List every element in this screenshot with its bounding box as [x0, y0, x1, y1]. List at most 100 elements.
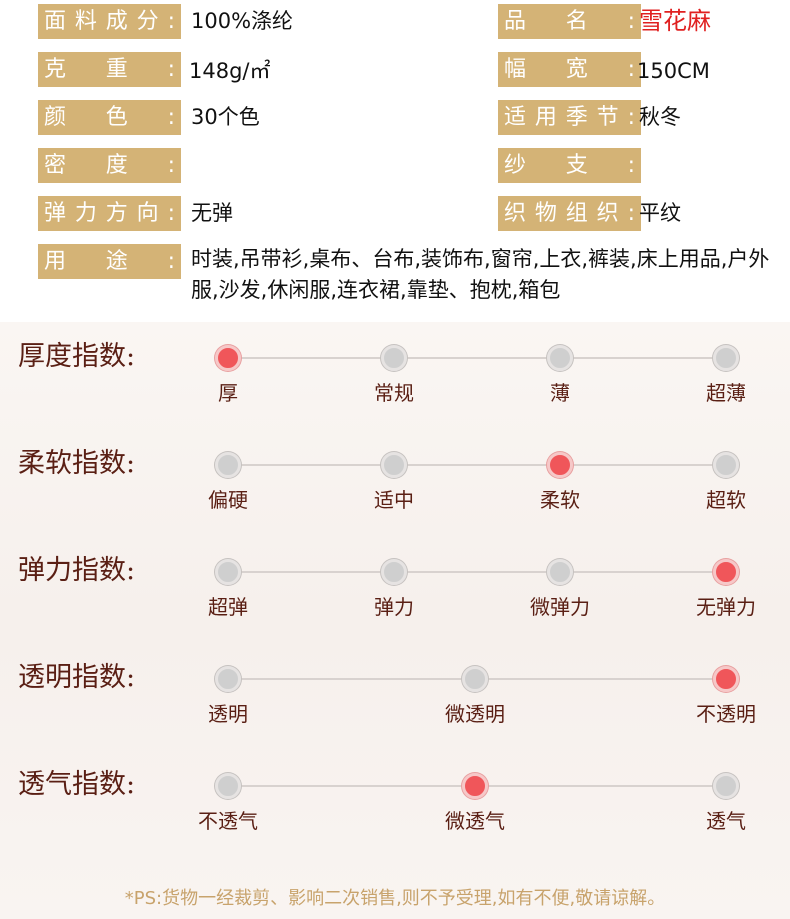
value-color: 30个色: [191, 105, 260, 129]
index-title: 弹力指数:: [18, 555, 136, 586]
label-char: 弹: [44, 201, 67, 226]
label-char: :: [167, 57, 175, 82]
index-option-label: 薄: [550, 381, 570, 405]
label-char: 品: [504, 9, 527, 34]
spec-table: 面料成分: 100%涤纶 克 重: 148g/㎡ 颜 色: 30个色 密 度: 弹力方…: [0, 0, 790, 322]
index-dot-selected[interactable]: [462, 773, 488, 799]
index-dot[interactable]: [381, 559, 407, 585]
index-option-label: 无弹力: [696, 595, 756, 619]
index-option-label: 透气: [706, 809, 746, 833]
index-dot[interactable]: [713, 345, 739, 371]
label-char: 季: [565, 105, 588, 130]
label-char: :: [627, 201, 635, 226]
label-yarn: 纱 支:: [498, 148, 641, 183]
label-char: 节: [596, 105, 619, 130]
value-weave: 平纹: [639, 201, 681, 225]
value-usage: 时装,吊带衫,桌布、台布,装饰布,窗帘,上衣,裤装,床上用品,户外服,沙发,休闲…: [191, 247, 770, 302]
label-char: 分: [136, 9, 159, 34]
index-track: [228, 357, 726, 359]
index-option-label: 柔软: [540, 488, 580, 512]
label-char: 织: [596, 201, 619, 226]
index-dot[interactable]: [713, 773, 739, 799]
label-weight: 克 重:: [38, 52, 181, 87]
index-title: 厚度指数:: [18, 341, 136, 372]
label-char: 适: [504, 105, 527, 130]
index-dot[interactable]: [547, 559, 573, 585]
index-dot[interactable]: [215, 452, 241, 478]
label-width: 幅 宽:: [498, 52, 641, 87]
label-season: 适用季节:: [498, 100, 641, 135]
index-dot[interactable]: [547, 345, 573, 371]
index-track: [228, 464, 726, 466]
index-option-label: 偏硬: [208, 488, 248, 512]
index-dot-selected[interactable]: [547, 452, 573, 478]
label-stretch-direction: 弹力方向:: [38, 196, 181, 231]
label-usage: 用 途:: [38, 244, 181, 279]
index-option-label: 适中: [374, 488, 414, 512]
label-char: 用: [534, 105, 557, 130]
index-dot[interactable]: [215, 559, 241, 585]
label-char: 物: [534, 201, 557, 226]
label-char: :: [167, 249, 175, 274]
label-char: :: [627, 9, 635, 34]
label-char: :: [167, 9, 175, 34]
footer-note: *PS:货物一经裁剪、影响二次销售,则不予受理,如有不便,敬请谅解。: [124, 888, 666, 909]
index-title: 透气指数:: [18, 769, 136, 800]
label-char: :: [167, 105, 175, 130]
label-char: 名: [565, 9, 588, 34]
label-char: 组: [565, 201, 588, 226]
label-char: :: [627, 57, 635, 82]
index-option-label: 超软: [706, 488, 746, 512]
label-char: 途: [105, 249, 128, 274]
index-dot[interactable]: [215, 773, 241, 799]
value-weight: 148g/㎡: [189, 59, 271, 83]
index-dot-selected[interactable]: [215, 345, 241, 371]
index-option-label: 超薄: [706, 381, 746, 405]
value-stretch-direction: 无弹: [191, 201, 233, 225]
label-fabric: 面料成分:: [38, 4, 181, 39]
label-char: 力: [74, 201, 97, 226]
value-fabric: 100%涤纶: [191, 9, 294, 33]
index-dot-selected[interactable]: [713, 666, 739, 692]
label-char: 密: [44, 153, 67, 178]
label-char: 颜: [44, 105, 67, 130]
value-name: 雪花麻: [639, 7, 711, 35]
label-char: 幅: [504, 57, 527, 82]
label-char: 克: [44, 57, 67, 82]
label-color: 颜 色:: [38, 100, 181, 135]
index-dot-selected[interactable]: [713, 559, 739, 585]
label-weave: 织物组织:: [498, 196, 641, 231]
index-option-label: 微弹力: [530, 595, 590, 619]
value-season: 秋冬: [639, 105, 681, 129]
label-char: 织: [504, 201, 527, 226]
index-dot[interactable]: [215, 666, 241, 692]
label-density: 密 度:: [38, 148, 181, 183]
index-option-label: 厚: [218, 381, 238, 405]
index-dot[interactable]: [381, 345, 407, 371]
index-dot[interactable]: [713, 452, 739, 478]
label-char: :: [627, 153, 635, 178]
index-dot[interactable]: [381, 452, 407, 478]
index-option-label: 不透明: [696, 702, 756, 726]
index-option-label: 超弹: [208, 595, 248, 619]
index-dot[interactable]: [462, 666, 488, 692]
index-option-label: 不透气: [198, 809, 258, 833]
label-name: 品 名:: [498, 4, 641, 39]
label-char: 纱: [504, 153, 527, 178]
index-panel: 厚度指数: 厚 常规 薄 超薄柔软指数: 偏硬 适中 柔软 超软弹力指数: 超弹 弹力 微弹力 无弹力透…: [0, 322, 790, 919]
index-title: 柔软指数:: [18, 448, 136, 479]
label-char: 色: [105, 105, 128, 130]
index-option-label: 弹力: [374, 595, 414, 619]
label-char: 度: [105, 153, 128, 178]
label-char: 成: [105, 9, 128, 34]
index-option-label: 微透气: [445, 809, 505, 833]
label-char: 宽: [565, 57, 588, 82]
label-char: 方: [105, 201, 128, 226]
label-char: 用: [44, 249, 67, 274]
label-char: :: [167, 201, 175, 226]
label-char: 料: [74, 9, 97, 34]
label-char: :: [627, 105, 635, 130]
index-title: 透明指数:: [18, 662, 136, 693]
index-option-label: 常规: [374, 381, 414, 405]
label-char: 支: [565, 153, 588, 178]
